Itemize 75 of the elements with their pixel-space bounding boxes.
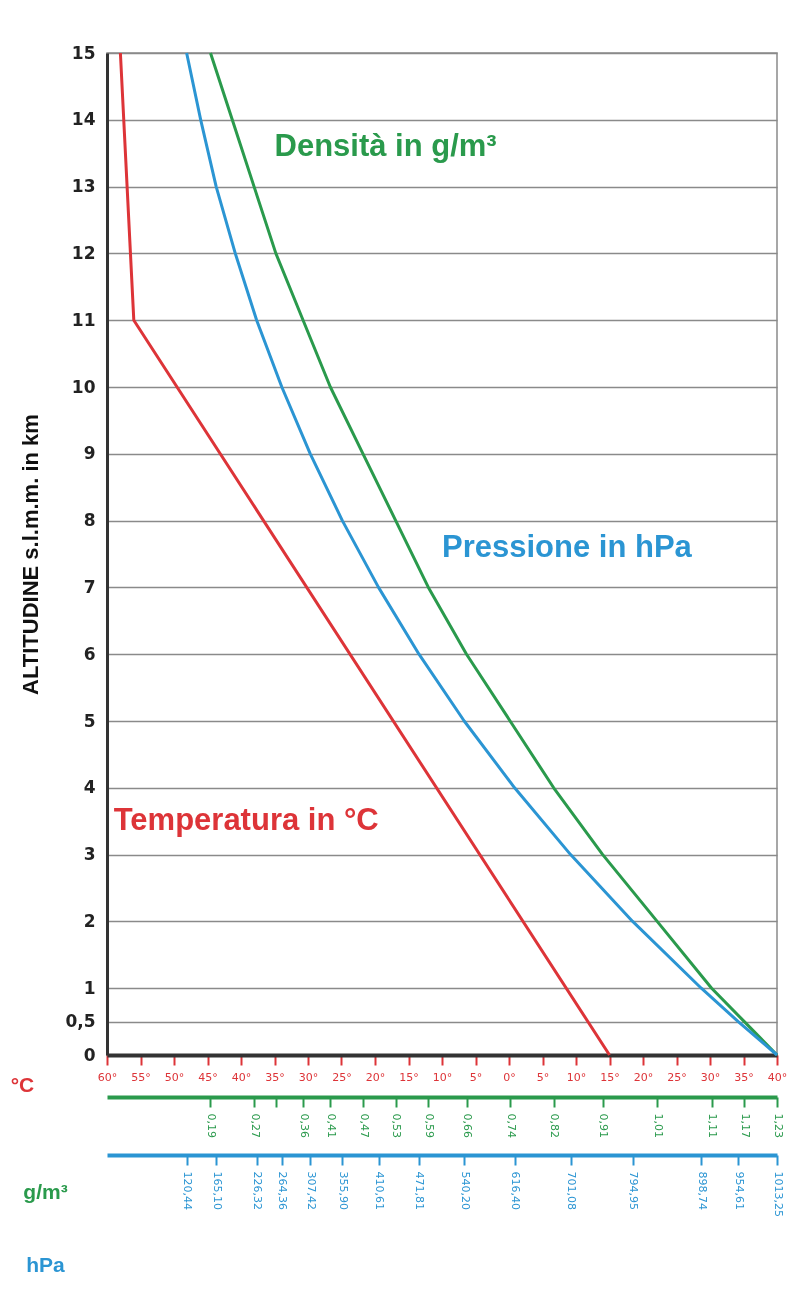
x-tick-label: 307,42 — [304, 1171, 318, 1210]
x2-tick-label: 0,82 — [548, 1113, 562, 1138]
x-tick-label: 15° — [399, 1070, 419, 1084]
x-tick-label: 264,36 — [276, 1171, 290, 1210]
y-tick-label: 1 — [83, 977, 96, 998]
y-tick-label: 5 — [83, 710, 96, 731]
y-tick-label: 15 — [71, 42, 96, 63]
x-tick-label: 898,74 — [695, 1171, 709, 1210]
x-tick-label: 701,08 — [565, 1171, 579, 1210]
x2-tick-label: 0,19 — [205, 1113, 218, 1138]
y-tick-label: 2 — [83, 910, 96, 931]
x-tick-label: 40° — [231, 1070, 252, 1084]
x2-tick-label: 0,59 — [422, 1113, 436, 1138]
y-tick-label: 9 — [83, 443, 96, 464]
x-tick-label: 165,10 — [210, 1171, 224, 1210]
x-axis-title: hPa — [26, 1252, 66, 1276]
x2-tick-label: 1,17 — [738, 1113, 752, 1138]
x-tick-label: 410,61 — [373, 1171, 387, 1210]
x-axis-title: °C — [10, 1072, 35, 1096]
x-tick-label: 10° — [566, 1070, 587, 1084]
x-tick-label: 50° — [164, 1070, 185, 1084]
series-label: Densità in g/m³ — [274, 128, 497, 164]
x-tick-label: 355,90 — [336, 1171, 350, 1210]
x-tick-label: 55° — [131, 1070, 151, 1084]
x2-tick-label: 0,53 — [390, 1113, 404, 1138]
x-tick-label: 954,61 — [732, 1171, 746, 1210]
x-tick-label: 40° — [767, 1070, 788, 1084]
x2-tick-label: 0,74 — [504, 1113, 518, 1138]
y-tick-label: 0 — [83, 1044, 96, 1065]
y-tick-label: 11 — [71, 309, 96, 330]
x-tick-label: 25° — [667, 1070, 687, 1084]
x2-tick-label: 0,41 — [324, 1113, 338, 1138]
y-tick-label: 10 — [71, 376, 96, 397]
x2-tick-label: 0,47 — [357, 1113, 371, 1138]
x-tick-label: 10° — [432, 1070, 453, 1084]
x-tick-label: 45° — [198, 1070, 218, 1084]
x-tick-label: 30° — [298, 1070, 319, 1084]
x2-axis-title: g/m³ — [23, 1179, 68, 1203]
x-tick-label: 30° — [700, 1070, 721, 1084]
y-tick-label: 13 — [71, 176, 96, 197]
x-tick-label: 60° — [97, 1070, 118, 1084]
x-tick-label: 226,32 — [251, 1171, 265, 1210]
x-tick-label: 5° — [469, 1070, 483, 1084]
y-tick-label: 4 — [83, 777, 96, 798]
x-tick-label: 540,20 — [458, 1171, 472, 1210]
x-tick-label: 35° — [734, 1070, 754, 1084]
y-tick-label: 0,5 — [65, 1011, 96, 1032]
y-tick-label: 12 — [71, 242, 96, 263]
text: Pressione in hPa — [442, 528, 693, 564]
y-tick-label: 7 — [83, 576, 96, 597]
x2-tick-label: 0,66 — [461, 1113, 475, 1138]
x-tick-label: 25° — [332, 1070, 352, 1084]
x-tick-label: 616,40 — [509, 1171, 523, 1210]
x2-tick-label: 1,11 — [706, 1113, 720, 1138]
x2-tick-label: 0,36 — [297, 1113, 311, 1138]
x-tick-label: 794,95 — [627, 1171, 641, 1210]
y-axis-title: ALTITUDINE s.l.m.m. in km — [18, 414, 44, 695]
x2-tick-label: 1,01 — [651, 1113, 665, 1138]
x-tick-label: 20° — [365, 1070, 386, 1084]
x-tick-label: 5° — [536, 1070, 550, 1084]
x-tick-label: 0° — [503, 1070, 516, 1084]
y-tick-label: 14 — [71, 109, 96, 130]
series-label: Temperatura in °C — [113, 801, 379, 837]
y-tick-label: 8 — [83, 510, 96, 531]
y-tick-label: 3 — [83, 844, 96, 865]
x2-tick-label: 0,27 — [248, 1113, 262, 1138]
y-tick-label: 6 — [83, 643, 96, 664]
x2-tick-label: 0,91 — [597, 1113, 611, 1138]
x-tick-label: 471,81 — [413, 1171, 427, 1210]
x-tick-label: 20° — [633, 1070, 654, 1084]
x-tick-label: 15° — [600, 1070, 620, 1084]
x2-tick-label: 1,23 — [771, 1113, 785, 1138]
x-tick-label: 35° — [265, 1070, 285, 1084]
x-tick-label: 1013,25 — [771, 1171, 785, 1217]
x-tick-label: 120,44 — [181, 1171, 195, 1210]
